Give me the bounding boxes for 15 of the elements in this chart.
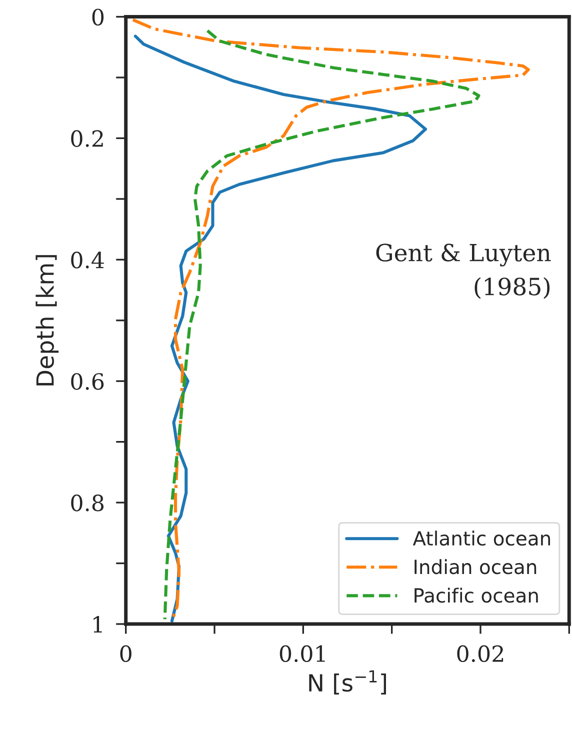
y-tick-label: 0.2 [71,130,103,147]
x-axis-title: N [s$^{−1}$] [309,670,386,695]
y-tick-label: 0.6 [71,373,104,390]
y-tick-label: 1 [94,616,102,632]
annotation: Gent & Luyten (1985) [376,244,551,299]
x-tick-label: 0 [120,645,132,662]
x-tick-label: 0.02 [457,645,504,662]
legend-label: Pacific ocean [414,588,538,603]
legend-label: Indian ocean [414,559,536,574]
x-tick-label: 0.01 [280,645,325,662]
y-axis-title: Depth [km] [36,255,59,386]
legend-label: Atlantic ocean [412,530,550,546]
y-tick-label: 0 [92,8,104,26]
y-tick-label: 0.8 [71,494,104,512]
y-tick-label: 0.4 [71,252,104,268]
